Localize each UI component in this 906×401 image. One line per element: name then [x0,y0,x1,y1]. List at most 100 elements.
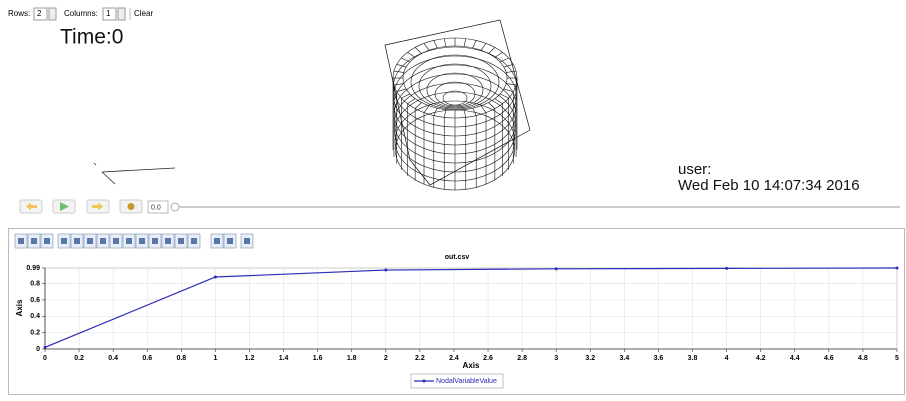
rows-spinner[interactable] [49,8,56,20]
toolbar-icon [31,238,37,244]
y-tick-label: 0.99 [26,265,40,272]
toolbar-icon [113,238,119,244]
mesh-ring-inner [419,64,491,108]
app-window: Rows: 2 Columns: 1 Clear Time:0 user: We… [0,0,906,396]
x-tick-label: 0 [43,355,47,362]
mesh-ring-inner [435,82,475,106]
columns-label: Columns: [64,9,98,18]
x-axis-label: Axis [463,361,480,370]
toolbar-icon [152,238,158,244]
user-label: user: [678,161,711,178]
mesh-spoke [415,103,421,109]
clear-button[interactable]: Clear [134,9,153,18]
mesh-spoke [394,71,404,72]
x-tick-label: 2 [384,355,388,362]
x-tick-label: 2.6 [483,355,493,362]
plot-area [45,268,897,349]
mesh-spoke [464,39,466,47]
legend-label: NodalVariableValue [436,378,497,385]
mesh-spoke [488,47,494,53]
x-tick-label: 5 [895,355,899,362]
time-label: Time:0 [60,26,123,49]
toolbar-icon [244,238,250,244]
toolbar-icon [100,238,106,244]
toolbar-icon [87,238,93,244]
rows-label: Rows: [8,9,30,18]
y-axis-label: Axis [15,299,24,316]
data-point [725,267,728,270]
mesh-spoke [473,40,476,48]
axis-triad [94,163,175,184]
x-tick-label: 0.6 [142,355,152,362]
x-tick-label: 4.8 [858,355,868,362]
x-tick-label: 2.8 [517,355,527,362]
data-point [44,346,47,349]
y-tick-label: 0.8 [30,280,40,287]
icon [128,203,135,210]
data-point [896,267,899,270]
y-tick-label: 0.4 [30,313,40,320]
toolbar-icon [227,238,233,244]
x-tick-label: 3.6 [654,355,664,362]
x-tick-label: 3.2 [585,355,595,362]
x-tick-label: 1.6 [313,355,323,362]
x-tick-label: 0.4 [108,355,118,362]
x-tick-label: 4.4 [790,355,800,362]
y-tick-label: 0.2 [30,329,40,336]
mesh-spoke [488,103,494,109]
toolbar-icon [191,238,197,244]
chart-title: out.csv [445,254,470,261]
mesh-ring-inner [443,91,467,105]
toolbar-icon [178,238,184,244]
mesh-spoke [424,106,429,113]
toolbar-icon [61,238,67,244]
rows-value: 2 [37,9,42,18]
columns-value: 1 [106,9,111,18]
x-tick-label: 4.2 [756,355,766,362]
x-tick-label: 1 [213,355,217,362]
toolbar-icon [139,238,145,244]
mesh-spoke [500,58,509,62]
x-tick-label: 1.4 [279,355,289,362]
toolbar-icon [126,238,132,244]
data-point [214,276,217,279]
mesh-spoke [408,52,416,57]
toolbar-icon [44,238,50,244]
mesh-spoke [401,58,410,62]
toolbar-icon [214,238,220,244]
toolbar-icon [74,238,80,244]
mesh-spoke [434,40,437,48]
plot-toolbar [15,234,253,248]
x-tick-label: 1.2 [245,355,255,362]
toolbar-icon [165,238,171,244]
x-tick-label: 0.8 [176,355,186,362]
x-tick-label: 3.8 [688,355,698,362]
y-tick-label: 0.6 [30,297,40,304]
toolbar-icon [18,238,24,244]
mesh-spoke [415,47,421,53]
data-point [384,269,387,272]
mesh-spoke [495,52,503,57]
time-slider-handle[interactable] [171,203,179,211]
mesh-spoke [444,39,446,47]
frame-value: 0.0 [151,204,161,211]
animation-buttons [20,200,142,213]
columns-spinner[interactable] [118,8,125,20]
x-tick-label: 0.2 [74,355,84,362]
legend-swatch-dot [423,380,426,383]
data-point [555,267,558,270]
mesh-spoke [481,43,486,50]
x-tick-label: 3.4 [619,355,629,362]
mesh-spoke [481,106,486,113]
x-tick-label: 3 [554,355,558,362]
mesh-wireframe [385,20,530,190]
x-tick-label: 4.6 [824,355,834,362]
mesh-ring-inner [427,73,483,107]
mesh-spoke [424,43,429,50]
x-tick-label: 1.8 [347,355,357,362]
x-tick-label: 2.4 [449,355,459,362]
date-label: Wed Feb 10 14:07:34 2016 [678,177,860,194]
x-tick-label: 4 [725,355,729,362]
y-tick-label: 0 [36,346,40,353]
x-tick-label: 2.2 [415,355,425,362]
